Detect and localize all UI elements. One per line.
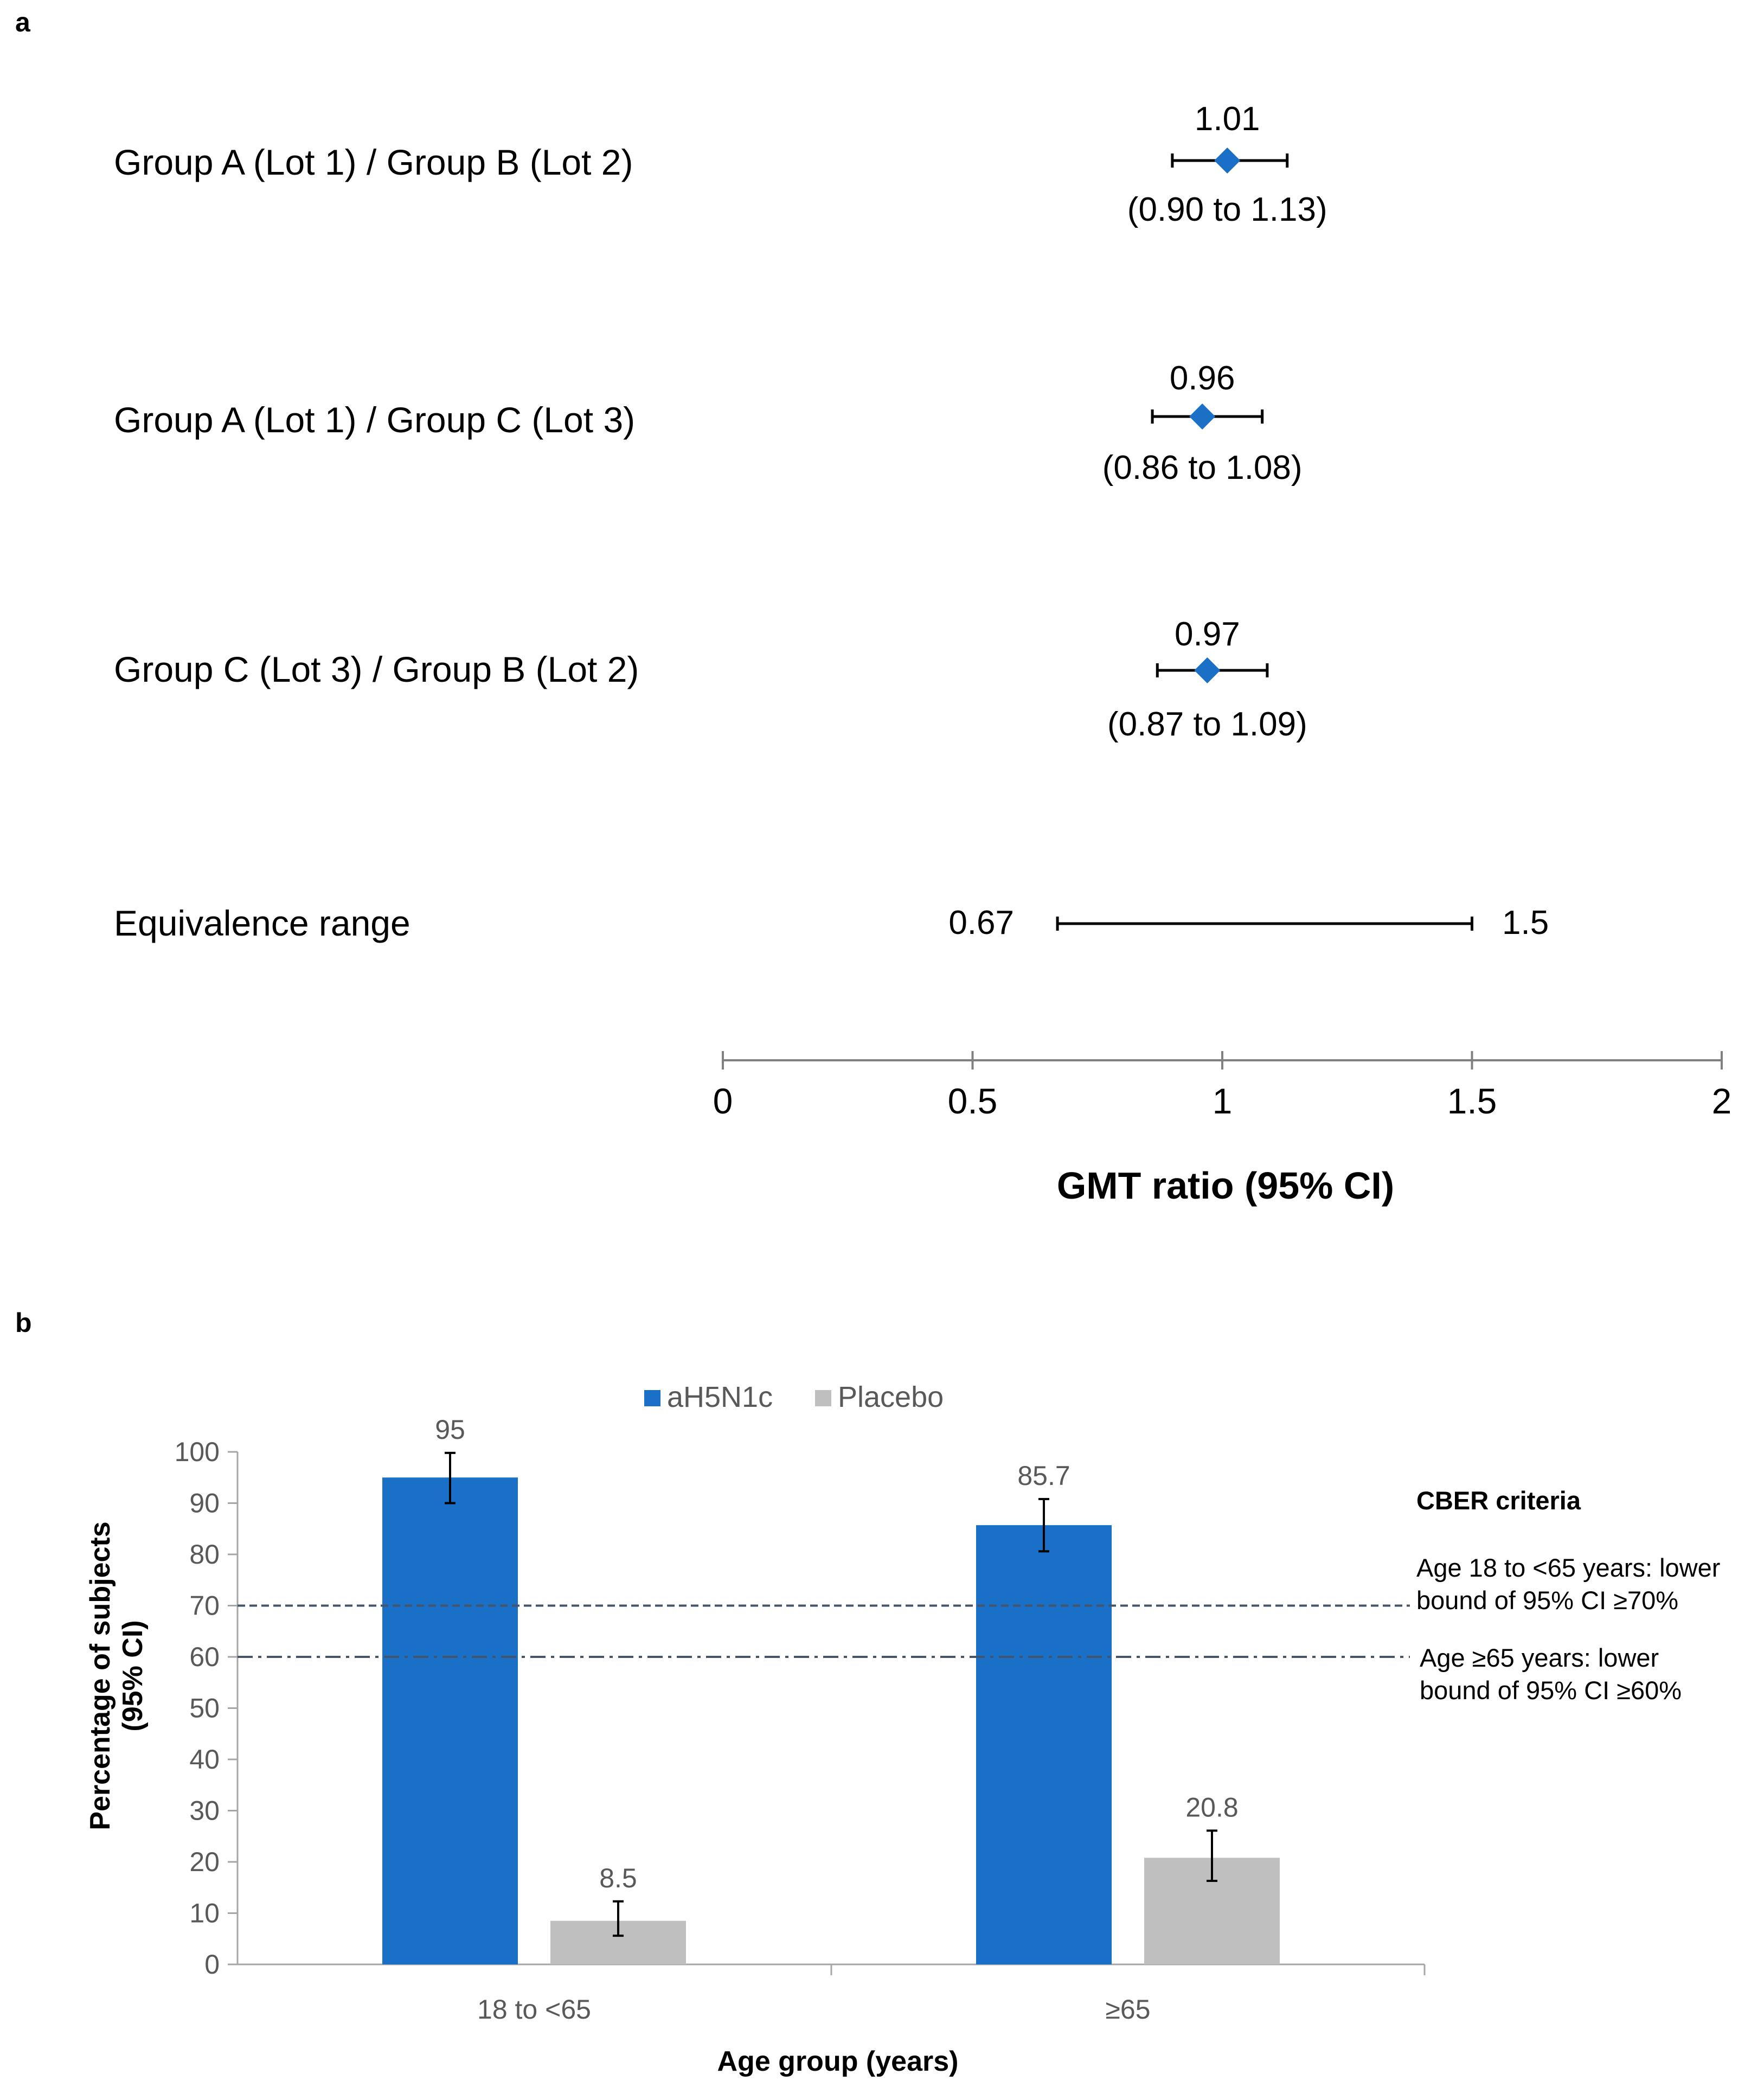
x-axis-title: GMT ratio (95% CI) bbox=[1057, 1164, 1394, 1207]
y-axis-title-line1: Percentage of subjects bbox=[85, 1521, 116, 1830]
x-tick-label: 1 bbox=[1213, 1081, 1233, 1121]
forest-row-label: Group C (Lot 3) / Group B (Lot 2) bbox=[114, 649, 639, 689]
point-estimate-diamond bbox=[1194, 657, 1221, 683]
y-tick-label: 100 bbox=[175, 1437, 220, 1467]
cber-line2-a: Age ≥65 years: lower bbox=[1420, 1643, 1659, 1672]
x-tick-label: 0 bbox=[713, 1081, 733, 1121]
panel-b-letter: b bbox=[15, 1308, 32, 1338]
bar-marks bbox=[382, 1451, 1280, 1964]
panel-a-forest-plot: a Group A (Lot 1) / Group B (Lot 2) Grou… bbox=[15, 7, 1731, 1207]
reference-lines bbox=[238, 1604, 1410, 1658]
y-tick-marks bbox=[228, 1451, 238, 1965]
point-estimate-label: 0.96 bbox=[1170, 360, 1235, 397]
equivalence-label: Equivalence range bbox=[114, 903, 410, 943]
bar-data-label: 20.8 bbox=[1185, 1792, 1238, 1822]
panel-b-bar-chart: b aH5N1c Placebo Percentage of subjects … bbox=[15, 1308, 1720, 2077]
forest-row-label: Group A (Lot 1) / Group C (Lot 3) bbox=[114, 400, 635, 440]
bar-ah5n1c-1 bbox=[976, 1525, 1112, 1964]
x-axis-ticks bbox=[722, 1051, 1723, 1070]
ci-label: (0.90 to 1.13) bbox=[1127, 191, 1327, 228]
equivalence-high-label: 1.5 bbox=[1502, 904, 1549, 942]
y-tick-label: 20 bbox=[189, 1847, 220, 1877]
legend-label-placebo: Placebo bbox=[838, 1381, 944, 1413]
y-tick-label: 60 bbox=[189, 1642, 220, 1672]
y-tick-labels: 0 10 20 30 40 50 60 70 80 90 100 bbox=[175, 1437, 220, 1980]
x-category-label: 18 to <65 bbox=[477, 1994, 591, 2025]
y-tick-label: 40 bbox=[189, 1744, 220, 1775]
ci-label: (0.86 to 1.08) bbox=[1102, 449, 1303, 486]
x-tick-label: 0.5 bbox=[948, 1081, 998, 1121]
forest-row-label: Group A (Lot 1) / Group B (Lot 2) bbox=[114, 142, 633, 182]
bar-data-label: 85.7 bbox=[1017, 1461, 1070, 1491]
cber-title: CBER criteria bbox=[1416, 1486, 1581, 1515]
cber-line2-b: bound of 95% CI ≥60% bbox=[1420, 1676, 1682, 1705]
y-tick-label: 90 bbox=[189, 1488, 220, 1519]
legend-label-ah5n1c: aH5N1c bbox=[667, 1381, 773, 1413]
legend-swatch-placebo bbox=[815, 1390, 831, 1406]
point-estimate-label: 0.97 bbox=[1175, 616, 1240, 653]
ci-label: (0.87 to 1.09) bbox=[1107, 706, 1307, 743]
bar-data-label: 95 bbox=[435, 1414, 465, 1445]
y-tick-label: 70 bbox=[189, 1591, 220, 1621]
forest-marks bbox=[1056, 148, 1473, 931]
y-tick-label: 30 bbox=[189, 1796, 220, 1826]
x-category-label: ≥65 bbox=[1105, 1994, 1150, 2025]
y-tick-label: 80 bbox=[189, 1539, 220, 1570]
y-tick-label: 10 bbox=[189, 1898, 220, 1929]
bar-ah5n1c-0 bbox=[382, 1477, 518, 1964]
cber-line1-a: Age 18 to <65 years: lower bbox=[1416, 1553, 1720, 1582]
equivalence-low-label: 0.67 bbox=[948, 904, 1014, 942]
y-tick-label: 50 bbox=[189, 1693, 220, 1724]
bar-data-label: 8.5 bbox=[599, 1863, 637, 1893]
cber-line1-b: bound of 95% CI ≥70% bbox=[1416, 1586, 1678, 1615]
y-tick-label: 0 bbox=[204, 1949, 220, 1980]
x-tick-label: 1.5 bbox=[1447, 1081, 1497, 1121]
point-estimate-diamond bbox=[1214, 148, 1241, 174]
x-axis-title: Age group (years) bbox=[717, 2046, 959, 2077]
panel-a-letter: a bbox=[15, 7, 31, 37]
legend-swatch-ah5n1c bbox=[644, 1390, 660, 1406]
point-estimate-diamond bbox=[1189, 404, 1216, 430]
x-tick-label: 2 bbox=[1712, 1081, 1732, 1121]
point-estimate-label: 1.01 bbox=[1195, 100, 1260, 138]
y-axis-title-line2: (95% CI) bbox=[117, 1620, 149, 1731]
